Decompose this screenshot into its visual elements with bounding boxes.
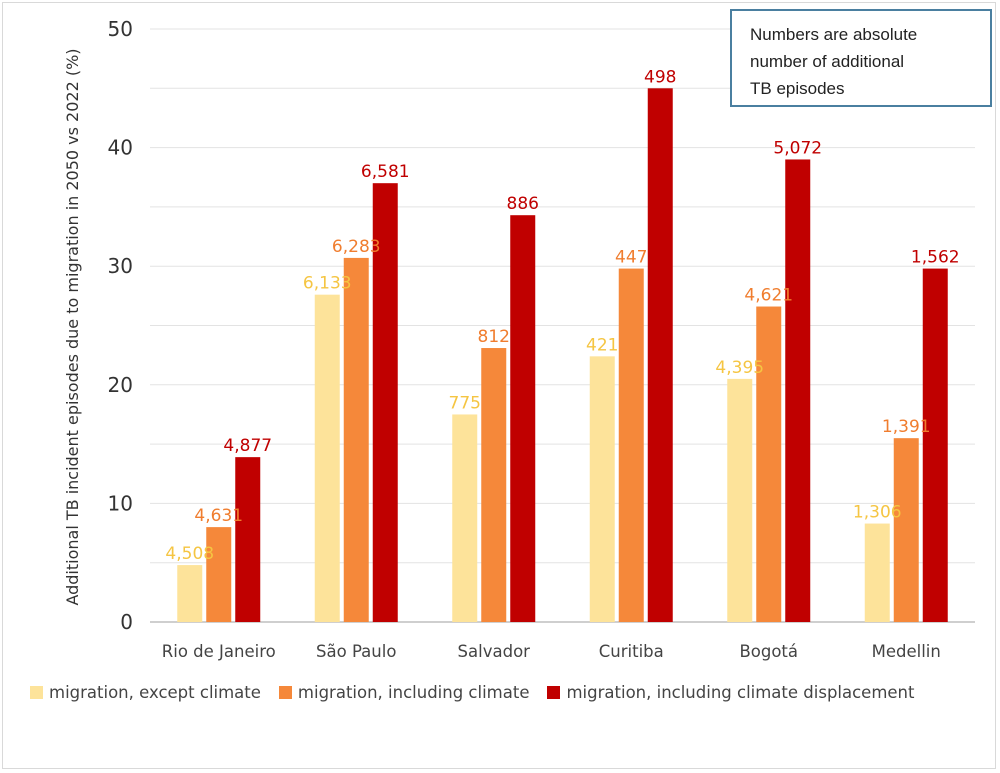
x-tick-label: Medellin xyxy=(872,642,941,661)
bar xyxy=(727,378,753,622)
y-tick-label: 10 xyxy=(108,491,133,515)
bar-data-label: 4,621 xyxy=(744,286,793,306)
bar xyxy=(372,183,398,622)
bar xyxy=(589,356,615,622)
bar-data-label: 812 xyxy=(478,327,510,347)
legend-swatch xyxy=(278,685,292,699)
x-tick-label: Salvador xyxy=(458,642,531,661)
bar-data-label: 4,508 xyxy=(165,544,214,564)
bar-data-label: 421 xyxy=(586,335,618,355)
bar-data-label: 1,562 xyxy=(911,248,960,268)
bar xyxy=(756,306,782,622)
x-tick-label: Rio de Janeiro xyxy=(162,642,276,661)
annotation-line: Numbers are absolute xyxy=(750,25,918,44)
bar xyxy=(785,159,811,622)
x-tick-label: Bogotá xyxy=(739,642,798,661)
bar xyxy=(452,414,478,622)
annotation-line: TB episodes xyxy=(750,79,845,98)
bar-data-label: 6,283 xyxy=(332,237,381,257)
bar-data-label: 775 xyxy=(449,393,481,413)
bar-data-label: 498 xyxy=(644,67,676,87)
bar xyxy=(481,348,507,622)
y-tick-label: 0 xyxy=(120,610,133,634)
legend-label: migration, including climate xyxy=(297,682,530,702)
y-axis-ticks: 0 10 20 30 40 50 xyxy=(108,17,133,634)
x-tick-label: São Paulo xyxy=(316,642,396,661)
legend-item-except-climate: migration, except climate xyxy=(30,683,261,702)
bar-data-label: 1,391 xyxy=(882,417,931,437)
legend-swatch xyxy=(30,685,43,699)
bar xyxy=(893,438,919,622)
legend-label: migration, including climate displacemen… xyxy=(566,682,915,702)
y-tick-label: 40 xyxy=(108,136,133,160)
bar xyxy=(206,527,232,622)
gridlines xyxy=(150,28,975,623)
legend-label: migration, except climate xyxy=(49,682,261,702)
legend-item-climate-displacement: migration, including climate displacemen… xyxy=(547,683,914,702)
bar xyxy=(235,457,261,622)
bar-labels: 4,508 4,631 4,877 6,133 6,283 6,581 775 812 886 4… xyxy=(165,67,959,564)
legend-item-including-climate: migration, including climate xyxy=(278,682,530,702)
bar-data-label: 4,877 xyxy=(223,436,272,456)
x-axis-ticks: Rio de Janeiro São Paulo Salvador Curitiba B… xyxy=(162,642,941,661)
bar xyxy=(618,268,644,622)
bar xyxy=(922,268,948,622)
y-tick-label: 30 xyxy=(108,254,133,278)
legend-swatch xyxy=(547,685,561,699)
bar-data-label: 6,581 xyxy=(361,162,410,182)
bar-data-label: 5,072 xyxy=(773,138,822,158)
y-tick-label: 20 xyxy=(108,373,133,397)
bar xyxy=(647,88,673,623)
legend: migration, except climate migration, inc… xyxy=(30,678,990,706)
bar xyxy=(314,294,340,622)
bar-data-label: 1,306 xyxy=(853,503,902,523)
bar-data-label: 6,133 xyxy=(303,274,352,294)
bar xyxy=(177,565,203,622)
y-axis-label: Additional TB incident episodes due to m… xyxy=(63,48,82,605)
bar-data-label: 886 xyxy=(507,194,539,214)
bar-data-label: 4,631 xyxy=(194,506,243,526)
bar xyxy=(343,257,369,622)
annotation-line: number of additional xyxy=(750,52,905,71)
annotation-box: Numbers are absolute number of additiona… xyxy=(730,9,992,107)
bars xyxy=(177,88,948,623)
bar xyxy=(864,523,890,622)
y-tick-label: 50 xyxy=(108,17,133,41)
bar-data-label: 447 xyxy=(615,248,647,268)
bar xyxy=(510,215,536,622)
x-tick-label: Curitiba xyxy=(599,642,664,661)
bar-data-label: 4,395 xyxy=(715,358,764,378)
